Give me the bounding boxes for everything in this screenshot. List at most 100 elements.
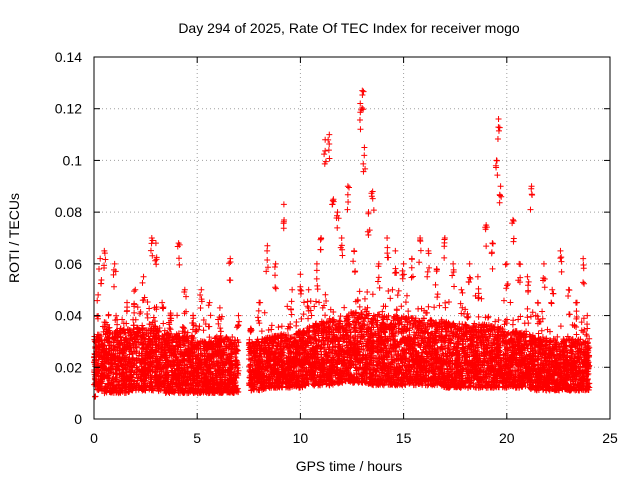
data-point xyxy=(114,370,121,377)
data-point xyxy=(142,359,149,366)
data-point xyxy=(134,374,141,381)
data-point xyxy=(107,329,114,336)
data-point xyxy=(103,328,110,335)
data-point xyxy=(158,346,165,353)
data-point xyxy=(194,366,201,373)
data-point xyxy=(148,321,155,328)
data-point xyxy=(210,377,217,384)
data-point xyxy=(170,376,177,383)
data-point xyxy=(168,357,175,364)
data-point xyxy=(113,376,120,383)
data-point xyxy=(126,347,133,354)
data-point xyxy=(101,364,108,371)
data-point xyxy=(208,338,215,345)
data-point xyxy=(275,324,282,331)
data-point xyxy=(170,386,177,393)
data-point xyxy=(103,373,110,380)
data-point xyxy=(144,314,151,321)
data-point xyxy=(111,384,118,391)
data-point xyxy=(95,367,102,374)
data-point xyxy=(116,367,123,374)
data-point xyxy=(180,373,187,380)
data-point xyxy=(199,387,206,394)
data-point xyxy=(179,379,186,386)
data-point xyxy=(389,286,396,293)
data-point xyxy=(305,315,312,322)
data-point xyxy=(138,363,145,370)
data-point xyxy=(137,375,144,382)
data-point xyxy=(112,350,119,357)
data-point xyxy=(184,380,191,387)
data-point xyxy=(165,388,172,395)
data-point xyxy=(196,357,203,364)
data-point xyxy=(195,351,202,358)
data-point xyxy=(268,322,275,329)
data-point xyxy=(148,363,155,370)
data-point xyxy=(114,354,121,361)
data-point xyxy=(129,354,136,361)
data-point xyxy=(195,342,202,349)
data-point xyxy=(95,331,102,338)
data-point xyxy=(209,346,216,353)
data-point xyxy=(135,339,142,346)
data-point xyxy=(105,352,112,359)
data-point xyxy=(148,379,155,386)
data-point xyxy=(195,326,202,333)
data-point xyxy=(150,314,157,321)
data-point xyxy=(179,350,186,357)
data-point xyxy=(153,372,160,379)
data-point xyxy=(167,363,174,370)
data-point xyxy=(138,350,145,357)
data-point xyxy=(194,390,201,397)
data-point xyxy=(153,338,160,345)
data-point xyxy=(112,375,119,382)
data-point xyxy=(152,347,159,354)
data-point xyxy=(144,382,151,389)
data-point xyxy=(196,375,203,382)
data-point xyxy=(128,368,135,375)
data-point xyxy=(205,382,212,389)
data-point xyxy=(186,371,193,378)
data-point xyxy=(140,346,147,353)
data-point xyxy=(176,364,183,371)
data-point xyxy=(200,343,207,350)
data-point xyxy=(105,345,112,352)
data-point xyxy=(105,381,112,388)
data-point xyxy=(356,303,363,310)
data-point xyxy=(104,337,111,344)
data-point xyxy=(104,351,111,358)
data-point xyxy=(175,365,182,372)
data-point xyxy=(155,388,162,395)
data-point xyxy=(155,378,162,385)
data-point xyxy=(163,364,170,371)
data-point xyxy=(205,388,212,395)
data-point xyxy=(101,355,108,362)
data-point xyxy=(258,328,265,335)
data-point xyxy=(134,355,141,362)
data-point xyxy=(176,380,183,387)
data-point xyxy=(255,307,262,314)
data-point xyxy=(178,369,185,376)
data-point xyxy=(95,347,102,354)
data-point xyxy=(132,316,139,323)
data-point xyxy=(137,308,144,315)
data-point xyxy=(122,352,129,359)
data-point xyxy=(179,371,186,378)
data-point xyxy=(143,345,150,352)
data-point xyxy=(155,342,162,349)
data-point xyxy=(393,306,400,313)
data-point xyxy=(175,343,182,350)
data-point xyxy=(402,299,409,306)
data-point xyxy=(123,339,130,346)
data-point xyxy=(120,381,127,388)
data-point xyxy=(115,363,122,370)
data-point xyxy=(201,340,208,347)
data-point xyxy=(207,343,214,350)
data-point xyxy=(171,369,178,376)
data-point xyxy=(293,322,300,329)
data-point xyxy=(195,341,202,348)
data-point xyxy=(124,326,131,333)
data-point xyxy=(398,303,405,310)
data-point xyxy=(337,313,344,320)
